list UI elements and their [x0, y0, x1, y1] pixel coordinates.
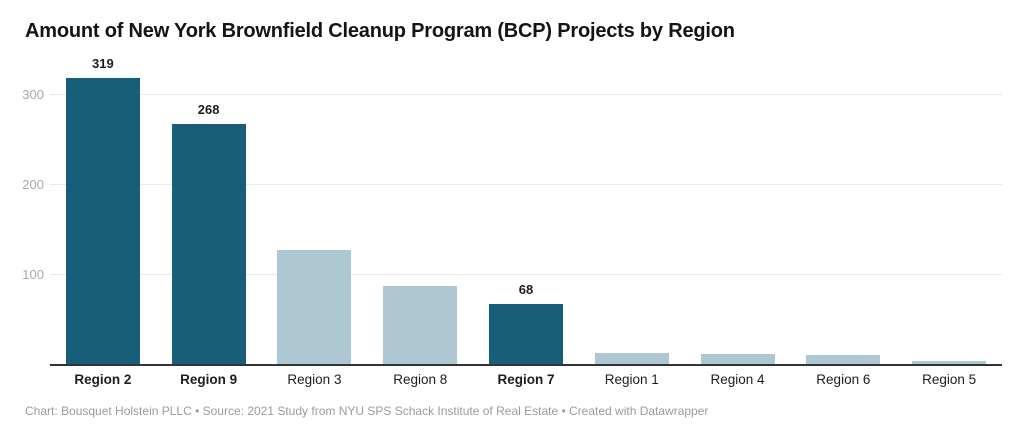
bar-region-7[interactable] — [489, 303, 563, 365]
bar-region-2[interactable] — [65, 77, 140, 365]
x-axis-label-region-5: Region 5 — [922, 372, 977, 387]
bar-value-label-region-2: 319 — [92, 55, 114, 71]
x-axis-label-region-4: Region 4 — [710, 372, 765, 387]
gridline-300 — [50, 94, 1002, 96]
bar-region-9[interactable] — [171, 123, 246, 365]
bar-region-5[interactable] — [912, 360, 987, 365]
bar-region-8[interactable] — [383, 285, 458, 365]
bar-region-6[interactable] — [806, 355, 881, 365]
y-axis-tick-label-200: 200 — [22, 176, 44, 192]
bar-region-4[interactable] — [700, 354, 775, 365]
x-axis-label-region-2: Region 2 — [74, 372, 132, 387]
x-axis-label-region-7: Region 7 — [497, 372, 555, 387]
chart-footer: Chart: Bousquet Holstein PLLC • Source: … — [25, 404, 709, 418]
bar-value-label-region-9: 268 — [197, 101, 220, 117]
x-axis-label-region-9: Region 9 — [180, 372, 238, 387]
y-axis-tick-label-100: 100 — [22, 266, 44, 282]
gridline-100 — [50, 274, 1002, 276]
x-axis-label-region-1: Region 1 — [604, 372, 659, 387]
x-axis-label-region-6: Region 6 — [816, 372, 871, 387]
x-axis-label-region-8: Region 8 — [393, 372, 448, 387]
plot-area: 100 200 300 319 Region 2 268 Region 9 Region 3 R… — [22, 56, 1002, 387]
x-axis-label-region-3: Region 3 — [287, 372, 342, 387]
gridline-200 — [50, 184, 1002, 186]
chart-title: Amount of New York Brownfield Cleanup Pr… — [25, 20, 735, 42]
bar-region-1[interactable] — [594, 353, 669, 365]
bar-value-label-region-7: 68 — [518, 281, 534, 297]
y-axis-tick-label-300: 300 — [22, 86, 44, 102]
bar-region-3[interactable] — [277, 249, 352, 365]
x-axis-line — [50, 364, 1002, 366]
